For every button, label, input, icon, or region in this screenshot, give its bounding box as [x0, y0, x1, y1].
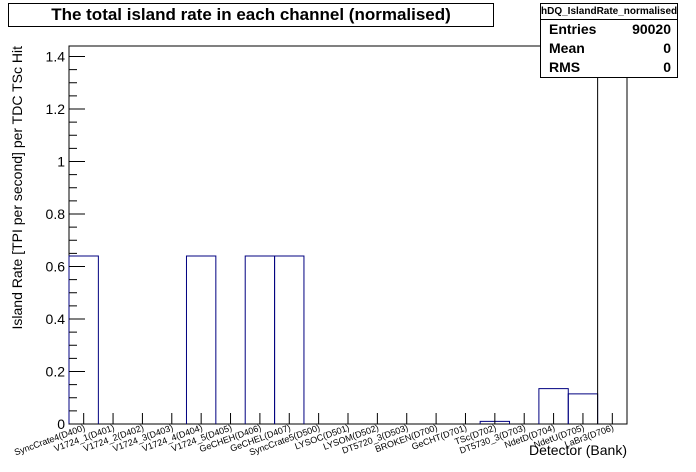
histogram-bars	[68, 46, 628, 424]
chart-title: The total island rate in each channel (n…	[8, 3, 494, 27]
stats-entries-label: Entries	[549, 21, 597, 37]
stats-entries-value: 90020	[632, 21, 671, 37]
stats-rms-row: RMS 0	[541, 58, 677, 77]
histogram-name: hDQ_IslandRate_normalised	[541, 4, 677, 20]
stats-mean-value: 0	[663, 40, 671, 56]
stats-mean-label: Mean	[549, 40, 585, 56]
y-tick-label: 1	[57, 154, 65, 170]
histogram-bar	[274, 255, 305, 424]
stats-mean-row: Mean 0	[541, 39, 677, 58]
y-tick-label: 0.4	[46, 311, 66, 327]
y-axis-label: Island Rate [TPI per second] per TDC TSc…	[9, 46, 25, 330]
histogram-bar	[185, 255, 217, 424]
stats-rms-label: RMS	[549, 59, 581, 75]
stats-rms-value: 0	[663, 59, 671, 75]
histogram-bar	[597, 46, 628, 424]
stats-box: hDQ_IslandRate_normalised Entries 90020 …	[540, 3, 678, 78]
x-axis-label: Detector (Bank)	[529, 442, 627, 458]
y-tick-label: 1.4	[46, 49, 66, 65]
y-tick-label: 0	[57, 416, 65, 432]
y-tick-label: 0.8	[46, 206, 66, 222]
y-tick-label: 0.2	[46, 364, 66, 380]
y-tick-label: 1.2	[46, 101, 66, 117]
histogram-bar	[244, 255, 276, 424]
stats-entries-row: Entries 90020	[541, 20, 677, 39]
y-tick-label: 0.6	[46, 259, 66, 275]
histogram-bar	[68, 255, 99, 424]
plot-frame	[68, 45, 628, 425]
